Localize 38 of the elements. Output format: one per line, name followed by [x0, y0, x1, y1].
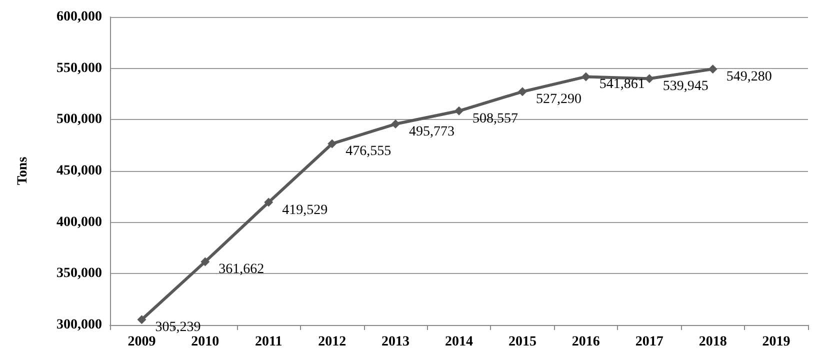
point	[391, 120, 400, 129]
data-label: 419,529	[282, 202, 328, 218]
x-tick-label: 2019	[762, 334, 790, 350]
x-tick-label: 2014	[445, 334, 473, 350]
data-label: 476,555	[346, 144, 392, 160]
y-tick-label: 300,000	[56, 318, 102, 332]
x-tick-label: 2016	[572, 334, 600, 350]
x-tick-label: 2013	[382, 334, 410, 350]
data-label: 305,239	[155, 320, 201, 336]
point	[328, 139, 337, 148]
y-tick-label: 400,000	[56, 214, 102, 230]
point	[200, 257, 210, 266]
y-tick-label: 450,000	[56, 164, 102, 178]
x-tick-label: 2009	[128, 334, 156, 350]
x-tick-label: 2010	[191, 334, 220, 350]
point	[708, 64, 718, 74]
data-label: 527,290	[536, 92, 582, 108]
x-tick-label: 2018	[698, 334, 727, 350]
data-label: 539,945	[662, 79, 708, 94]
x-tick-label: 2017	[635, 334, 664, 350]
data-label: 541,861	[599, 77, 645, 92]
data-label: 549,280	[726, 70, 772, 85]
y-tick-label: 550,000	[56, 60, 102, 76]
data-label: 361,662	[218, 262, 264, 278]
point	[518, 87, 527, 96]
y-tick-label: 500,000	[56, 112, 102, 128]
point	[581, 72, 590, 82]
data-label: 508,557	[472, 111, 518, 126]
point	[454, 106, 464, 116]
y-tick-label: 350,000	[56, 266, 102, 282]
x-tick-label: 2012	[318, 334, 346, 350]
point	[137, 315, 146, 324]
point	[264, 198, 274, 207]
y-tick-label: 600,000	[56, 10, 102, 24]
x-tick-label: 2011	[255, 334, 282, 350]
y-axis-title: Tons	[16, 156, 30, 186]
x-tick-label: 2015	[508, 334, 536, 350]
data-label: 495,773	[409, 124, 455, 140]
